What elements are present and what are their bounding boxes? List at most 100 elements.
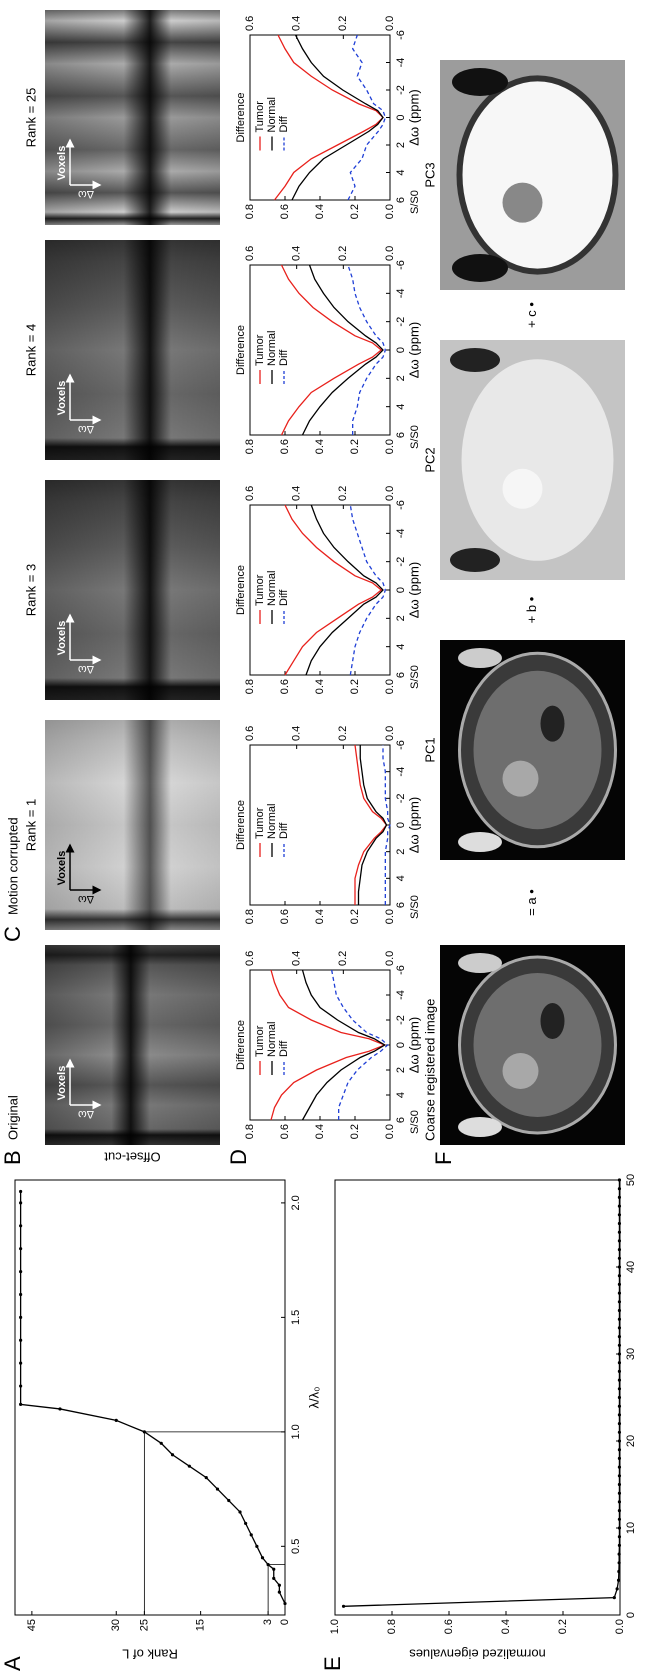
y2-tick-label: 0.4 <box>291 16 303 31</box>
y-tick-label: 0.6 <box>279 909 291 924</box>
point <box>19 1269 23 1274</box>
series-line <box>291 34 384 201</box>
inset-axis-label: Voxels <box>56 1066 68 1101</box>
x-tick-label: 4 <box>395 404 407 410</box>
x-axis-label: Δω (ppm) <box>406 89 421 145</box>
point <box>19 1224 23 1228</box>
point <box>617 1422 622 1426</box>
legend-label: Diff <box>278 589 290 606</box>
y-tick-label: 0.2 <box>557 1619 569 1634</box>
y2-tick-label: 0.2 <box>337 951 349 966</box>
heatmap-band <box>45 10 220 225</box>
x-tick-label: 2.0 <box>290 1195 302 1210</box>
point <box>617 1221 622 1226</box>
y2-tick-label: 0.0 <box>384 246 396 261</box>
y-tick-label: 0.6 <box>279 679 291 694</box>
x-tick-label: -4 <box>395 528 407 538</box>
panel-letter: B <box>0 1150 25 1165</box>
point <box>617 1561 621 1565</box>
mri-highlight <box>458 1117 502 1137</box>
y2-tick-label: 0.0 <box>384 16 396 31</box>
series-line <box>273 34 384 201</box>
heatmap-band <box>45 720 220 930</box>
point <box>159 1441 163 1445</box>
plot-frame <box>14 1179 286 1616</box>
series-line <box>305 504 384 676</box>
y2-axis-label: Difference <box>235 1020 247 1070</box>
x-tick-label: 50 <box>625 1174 637 1186</box>
y-tick-label: 0.4 <box>500 1619 512 1634</box>
point <box>114 1418 118 1422</box>
inset-axis-label: Δω <box>78 423 94 435</box>
y-axis-label: S/S0 <box>409 190 421 214</box>
operator: + b • <box>524 596 539 623</box>
y-tick-label: 3 <box>262 1619 274 1625</box>
y2-tick-label: 0.6 <box>244 951 256 966</box>
y-tick-label: 0.0 <box>384 204 396 219</box>
point <box>617 1239 622 1243</box>
point <box>617 1335 622 1339</box>
y2-tick-label: 0.4 <box>291 951 303 966</box>
mri-brain <box>473 670 602 830</box>
series-line <box>347 264 387 435</box>
y-tick-label: 0.2 <box>349 909 361 924</box>
point <box>617 1326 622 1330</box>
y-tick-label: 0.6 <box>279 204 291 219</box>
point <box>249 1533 253 1537</box>
point <box>617 1456 622 1460</box>
heatmap-band <box>45 240 220 460</box>
y2-axis-label: Difference <box>235 325 247 375</box>
series-line <box>343 1180 621 1607</box>
x-tick-label: -2 <box>395 85 407 95</box>
y-tick-label: 0.4 <box>314 909 326 924</box>
point <box>617 1543 622 1547</box>
panel-letter: A <box>0 1656 25 1671</box>
plot-frame <box>334 1179 621 1616</box>
point <box>615 1587 619 1591</box>
point <box>617 1552 621 1556</box>
y2-tick-label: 0.6 <box>244 486 256 501</box>
point <box>617 1248 622 1252</box>
point <box>272 1576 276 1580</box>
x-tick-label: 2 <box>395 849 407 855</box>
y-tick-label: 0.8 <box>244 909 256 924</box>
point <box>272 1567 276 1571</box>
y-tick-label: 0.4 <box>314 204 326 219</box>
mri-dark-blob <box>452 68 508 96</box>
x-tick-label: 1.5 <box>290 1310 302 1325</box>
point <box>617 1474 622 1478</box>
heatmap-band <box>45 945 220 1145</box>
mri-highlight <box>458 648 502 668</box>
x-tick-label: -6 <box>395 260 407 270</box>
y-axis-label: S/S0 <box>409 665 421 689</box>
image-caption: PC3 <box>422 162 437 187</box>
x-tick-label: 4 <box>395 875 407 881</box>
point <box>227 1498 231 1503</box>
y-axis-label: S/S0 <box>409 425 421 449</box>
x-tick-label: -4 <box>395 58 407 68</box>
point <box>617 1439 622 1443</box>
point <box>19 1292 23 1297</box>
operator: + c • <box>524 302 539 328</box>
x-tick-label: -2 <box>395 557 407 567</box>
mri-tumor <box>502 182 543 223</box>
x-axis-label: Δω (ppm) <box>406 1017 421 1073</box>
point <box>617 1291 622 1295</box>
inset-axis-label: Δω <box>78 893 94 905</box>
point <box>617 1491 622 1495</box>
series-line <box>284 504 383 676</box>
point <box>170 1453 175 1457</box>
legend-label: Tumor <box>254 574 266 606</box>
legend-label: Normal <box>266 97 278 132</box>
y-tick-label: 15 <box>195 1619 207 1631</box>
series-line <box>301 969 387 1121</box>
y2-tick-label: 0.0 <box>384 726 396 741</box>
point <box>341 1604 346 1608</box>
x-tick-label: -2 <box>395 317 407 327</box>
x-axis-label: Δω (ppm) <box>406 797 421 853</box>
heatmap-title: Original <box>5 1095 20 1140</box>
legend-label: Tumor <box>254 807 266 839</box>
y-tick-label: 0.2 <box>349 439 361 454</box>
x-tick-label: 30 <box>625 1348 637 1360</box>
mri-dark-blob <box>450 548 500 572</box>
